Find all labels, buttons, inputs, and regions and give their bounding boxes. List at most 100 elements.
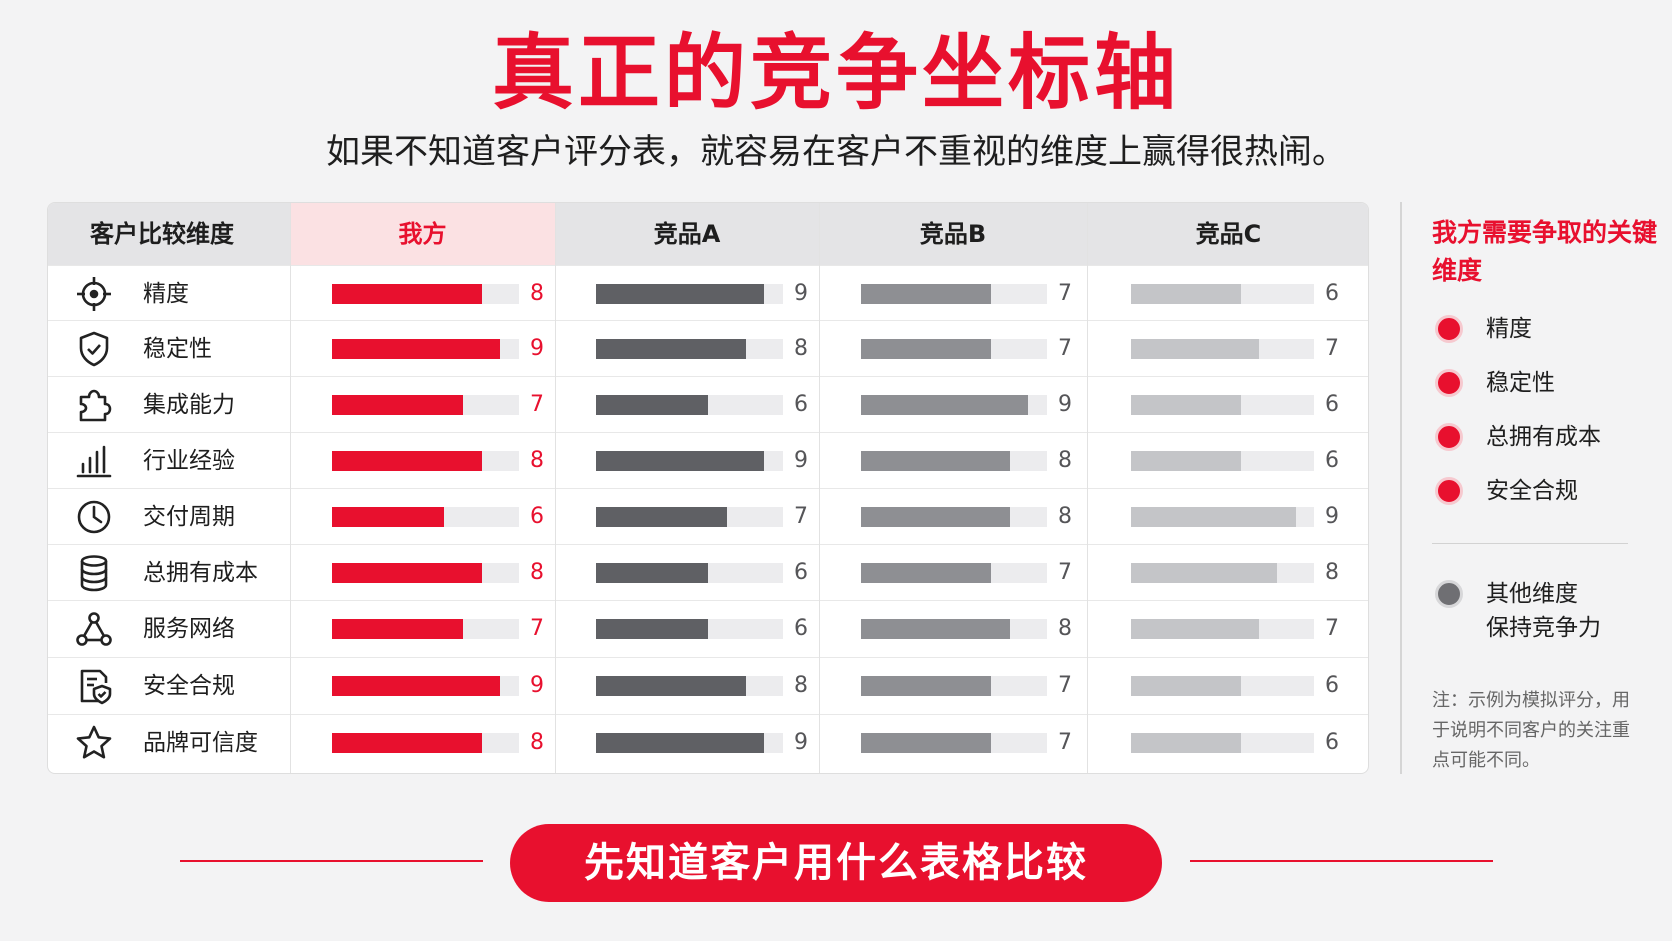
table-row: 稳定性 9 8 7 7 [48,320,1368,376]
bar-competitor-a [596,284,764,304]
dimension-label: 安全合规 [143,673,235,699]
page-title: 真正的竞争坐标轴 [491,26,1180,121]
bar-ours [332,451,482,471]
dimension-label: 行业经验 [143,448,235,474]
bar-ours [332,676,500,696]
column-header-competitor-b: 竞品B [919,220,987,248]
bar-competitor-b [861,676,991,696]
bar-ours [332,339,500,359]
bar-ours [332,733,482,753]
bar-competitor-b [861,507,1010,527]
bar-competitor-b [861,733,991,753]
dimension-label: 服务网络 [143,616,235,642]
score-label-competitor-c: 7 [1325,616,1339,641]
dimension-label: 总拥有成本 [143,560,258,586]
dimension-header: 客户比较维度 [90,220,234,248]
bar-competitor-a [596,733,764,753]
score-label-competitor-b: 7 [1058,281,1072,306]
bar-track-competitor-b [861,339,1047,359]
bar-track-competitor-c [1131,563,1314,583]
score-label-ours: 8 [530,560,544,585]
score-label-competitor-b: 8 [1058,616,1072,641]
score-label-competitor-c: 9 [1325,504,1339,529]
key-dimension-label: 精度 [1486,316,1532,342]
bar-track-competitor-a [596,619,783,639]
key-dimension-label: 稳定性 [1486,370,1555,396]
bar-competitor-b [861,339,991,359]
score-label-competitor-c: 6 [1325,448,1339,473]
bar-competitor-b [861,395,1028,415]
decorative-line-right [1190,860,1493,862]
bar-track-competitor-b [861,676,1047,696]
score-label-competitor-a: 6 [794,392,808,417]
score-label-competitor-b: 7 [1058,560,1072,585]
score-label-ours: 7 [530,616,544,641]
score-label-competitor-c: 6 [1325,730,1339,755]
footnote: 注：示例为模拟评分，用于说明不同客户的关注重点可能不同。 [1432,690,1630,771]
dimension-label: 品牌可信度 [143,730,258,756]
bar-competitor-a [596,676,746,696]
bar-track-competitor-c [1131,733,1314,753]
dimension-label: 交付周期 [143,504,235,530]
bar-ours [332,507,444,527]
bar-track-competitor-c [1131,395,1314,415]
bar-competitor-b [861,563,991,583]
score-label-ours: 7 [530,392,544,417]
bar-chart-icon [74,441,114,481]
bar-competitor-a [596,395,708,415]
puzzle-icon [74,385,114,425]
score-label-competitor-b: 7 [1058,336,1072,361]
comparison-table: 客户比较维度 我方 竞品A 竞品B 竞品C 精度 8 9 7 6 稳定性 9 8 7 7 集成能力 7… [47,202,1369,774]
column-divider [1087,203,1088,773]
table-row: 集成能力 7 6 9 6 [48,376,1368,432]
score-label-competitor-a: 6 [794,616,808,641]
bar-track-competitor-c [1131,284,1314,304]
red-dot-icon [1435,423,1463,451]
bar-track-ours [332,676,519,696]
dimension-label: 精度 [143,281,189,307]
document-shield-icon [74,666,114,706]
bar-competitor-b [861,619,1010,639]
bar-track-competitor-b [861,395,1047,415]
bar-track-competitor-b [861,507,1047,527]
bar-track-competitor-b [861,733,1047,753]
bar-track-competitor-a [596,451,783,471]
dimension-label: 稳定性 [143,336,212,362]
star-icon [74,723,114,763]
bar-ours [332,619,463,639]
coin-stack-icon [74,553,114,593]
bar-competitor-a [596,451,764,471]
bar-track-competitor-c [1131,676,1314,696]
column-header-competitor-c: 竞品C [1195,220,1262,248]
key-dimension-label: 总拥有成本 [1486,424,1601,450]
bar-track-ours [332,507,519,527]
bar-competitor-c [1131,395,1241,415]
table-row: 精度 8 9 7 6 [48,265,1368,321]
bar-track-ours [332,339,519,359]
table-row: 交付周期 6 7 8 9 [48,488,1368,544]
score-label-competitor-a: 8 [794,673,808,698]
score-label-ours: 9 [530,673,544,698]
score-label-competitor-b: 8 [1058,448,1072,473]
bar-competitor-c [1131,733,1241,753]
bar-competitor-b [861,284,991,304]
sidebar-title: 我方需要争取的关键维度 [1432,218,1658,285]
score-label-ours: 8 [530,281,544,306]
bar-competitor-c [1131,676,1241,696]
bar-competitor-c [1131,339,1259,359]
bar-competitor-c [1131,619,1259,639]
table-row: 品牌可信度 8 9 7 6 [48,714,1368,770]
score-label-competitor-b: 9 [1058,392,1072,417]
bar-track-competitor-c [1131,507,1314,527]
red-dot-icon [1435,369,1463,397]
score-label-competitor-c: 6 [1325,392,1339,417]
bar-track-competitor-a [596,339,783,359]
decorative-line-left [180,860,483,862]
bar-track-ours [332,619,519,639]
page-subtitle: 如果不知道客户评分表，就容易在客户不重视的维度上赢得很热闹。 [326,132,1346,172]
table-row: 行业经验 8 9 8 6 [48,432,1368,488]
table-row: 服务网络 7 6 8 7 [48,600,1368,656]
bar-competitor-c [1131,284,1241,304]
other-dimension-label-2: 保持竞争力 [1486,615,1601,641]
score-label-ours: 8 [530,448,544,473]
